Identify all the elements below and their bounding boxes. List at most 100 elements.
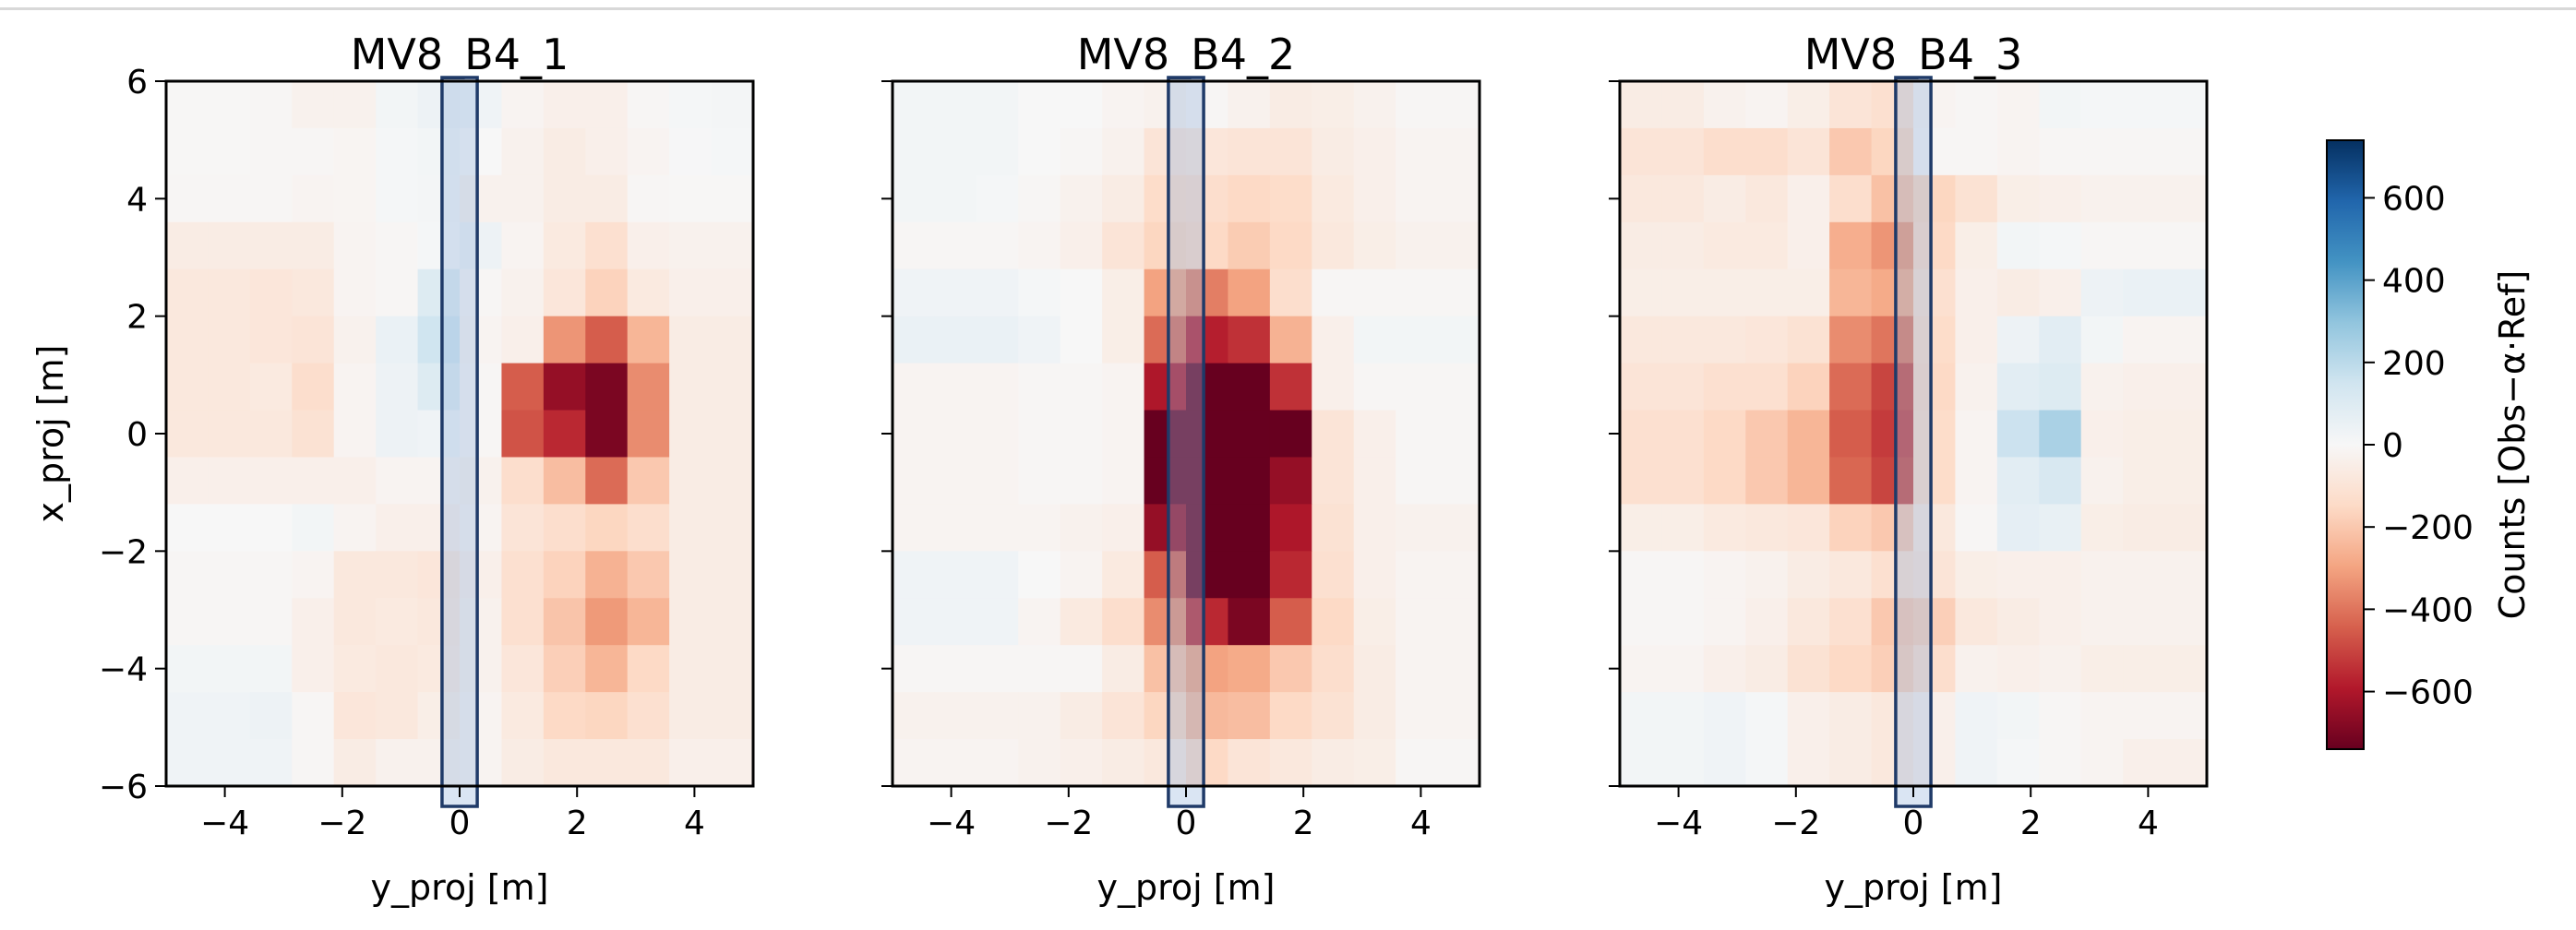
- heatmap-cell: [501, 504, 545, 552]
- heatmap-cell: [1228, 316, 1271, 364]
- panel-1-y-label: x_proj [m]: [30, 345, 71, 523]
- heatmap-cell: [711, 316, 754, 364]
- heatmap-cell: [1018, 221, 1061, 270]
- heatmap-cell: [1703, 457, 1746, 505]
- heatmap-cell: [1913, 551, 1957, 599]
- heatmap-cell: [501, 551, 545, 599]
- heatmap-cell: [893, 174, 936, 223]
- panel-3-y-ticks: [1609, 80, 1620, 787]
- heatmap-cell: [1269, 739, 1312, 787]
- heatmap-cell: [2039, 81, 2082, 129]
- heatmap-cell: [166, 410, 210, 459]
- heatmap-cell: [1228, 81, 1271, 129]
- heatmap-cell: [976, 221, 1019, 270]
- heatmap-cell: [1018, 268, 1061, 317]
- heatmap-cell: [249, 457, 293, 505]
- heatmap-cell: [166, 645, 210, 693]
- heatmap-cell: [166, 221, 210, 270]
- heatmap-cell: [585, 363, 629, 411]
- heatmap-cell: [1955, 457, 1998, 505]
- heatmap-cell: [1018, 692, 1061, 740]
- heatmap-cell: [501, 316, 545, 364]
- panel-2-cells: [893, 76, 1480, 808]
- heatmap-cell: [1102, 316, 1145, 364]
- heatmap-cell: [376, 221, 419, 270]
- heatmap-cell: [1703, 221, 1746, 270]
- heatmap-cell: [711, 81, 754, 129]
- heatmap-cell: [1102, 692, 1145, 740]
- heatmap-cell: [376, 316, 419, 364]
- heatmap-cell: [934, 504, 977, 552]
- heatmap-cell: [893, 81, 936, 129]
- heatmap-cell: [1437, 598, 1480, 646]
- heatmap-cell: [292, 598, 335, 646]
- heatmap-cell: [1312, 598, 1355, 646]
- heatmap-cell: [501, 81, 545, 129]
- x-tick-label: −4: [1654, 805, 1703, 842]
- colorbar-tick-label: 0: [2382, 427, 2403, 465]
- heatmap-cell: [627, 174, 670, 223]
- highlight-box: [1894, 76, 1933, 808]
- heatmap-cell: [543, 645, 586, 693]
- panel-3-x-ticks: −4 −2 0 2 4: [1654, 786, 2159, 842]
- heatmap-cell: [627, 504, 670, 552]
- heatmap-cell: [208, 551, 251, 599]
- heatmap-cell: [1955, 221, 1998, 270]
- heatmap-cell: [417, 81, 461, 129]
- heatmap-cell: [2123, 221, 2166, 270]
- heatmap-cell: [1787, 457, 1830, 505]
- heatmap-cell: [627, 268, 670, 317]
- heatmap-cell: [711, 363, 754, 411]
- heatmap-cell: [976, 551, 1019, 599]
- heatmap-cell: [460, 363, 503, 411]
- heatmap-cell: [1228, 221, 1271, 270]
- heatmap-cell: [1437, 457, 1480, 505]
- heatmap-cell: [1787, 221, 1830, 270]
- heatmap-cell: [2080, 645, 2124, 693]
- heatmap-cell: [893, 551, 936, 599]
- x-tick-label: −2: [318, 805, 366, 842]
- panel-2-x-ticks: −4 −2 0 2 4: [927, 786, 1432, 842]
- heatmap-cell: [1955, 410, 1998, 459]
- heatmap-cell: [417, 221, 461, 270]
- heatmap-cell: [417, 457, 461, 505]
- heatmap-cell: [1829, 457, 1873, 505]
- panel-3-cells: [1620, 76, 2208, 808]
- heatmap-cell: [976, 127, 1019, 176]
- heatmap-cell: [1102, 457, 1145, 505]
- heatmap-cell: [2164, 174, 2208, 223]
- heatmap-cell: [1102, 645, 1145, 693]
- heatmap-cell: [711, 739, 754, 787]
- heatmap-cell: [543, 410, 586, 459]
- heatmap-cell: [2039, 127, 2082, 176]
- heatmap-cell: [543, 598, 586, 646]
- heatmap-cell: [585, 457, 629, 505]
- heatmap-cell: [2080, 81, 2124, 129]
- heatmap-cell: [1913, 504, 1957, 552]
- heatmap-cell: [1703, 551, 1746, 599]
- heatmap-cell: [1102, 81, 1145, 129]
- heatmap-cell: [585, 692, 629, 740]
- heatmap-cell: [1396, 598, 1439, 646]
- heatmap-cell: [1228, 504, 1271, 552]
- heatmap-cell: [1353, 457, 1396, 505]
- heatmap-cell: [585, 127, 629, 176]
- heatmap-cell: [2164, 692, 2208, 740]
- heatmap-cell: [417, 363, 461, 411]
- heatmap-cell: [460, 268, 503, 317]
- heatmap-cell: [2123, 174, 2166, 223]
- heatmap-cell: [1955, 645, 1998, 693]
- heatmap-cell: [1787, 127, 1830, 176]
- heatmap-cell: [1996, 221, 2040, 270]
- heatmap-cell: [2164, 645, 2208, 693]
- heatmap-cell: [1661, 410, 1705, 459]
- heatmap-cell: [1353, 645, 1396, 693]
- heatmap-cell: [711, 410, 754, 459]
- heatmap-cell: [1437, 410, 1480, 459]
- heatmap-cell: [1661, 598, 1705, 646]
- heatmap-cell: [1018, 363, 1061, 411]
- heatmap-cell: [1437, 739, 1480, 787]
- heatmap-cell: [1018, 410, 1061, 459]
- heatmap-cell: [1269, 174, 1312, 223]
- heatmap-cell: [1060, 174, 1103, 223]
